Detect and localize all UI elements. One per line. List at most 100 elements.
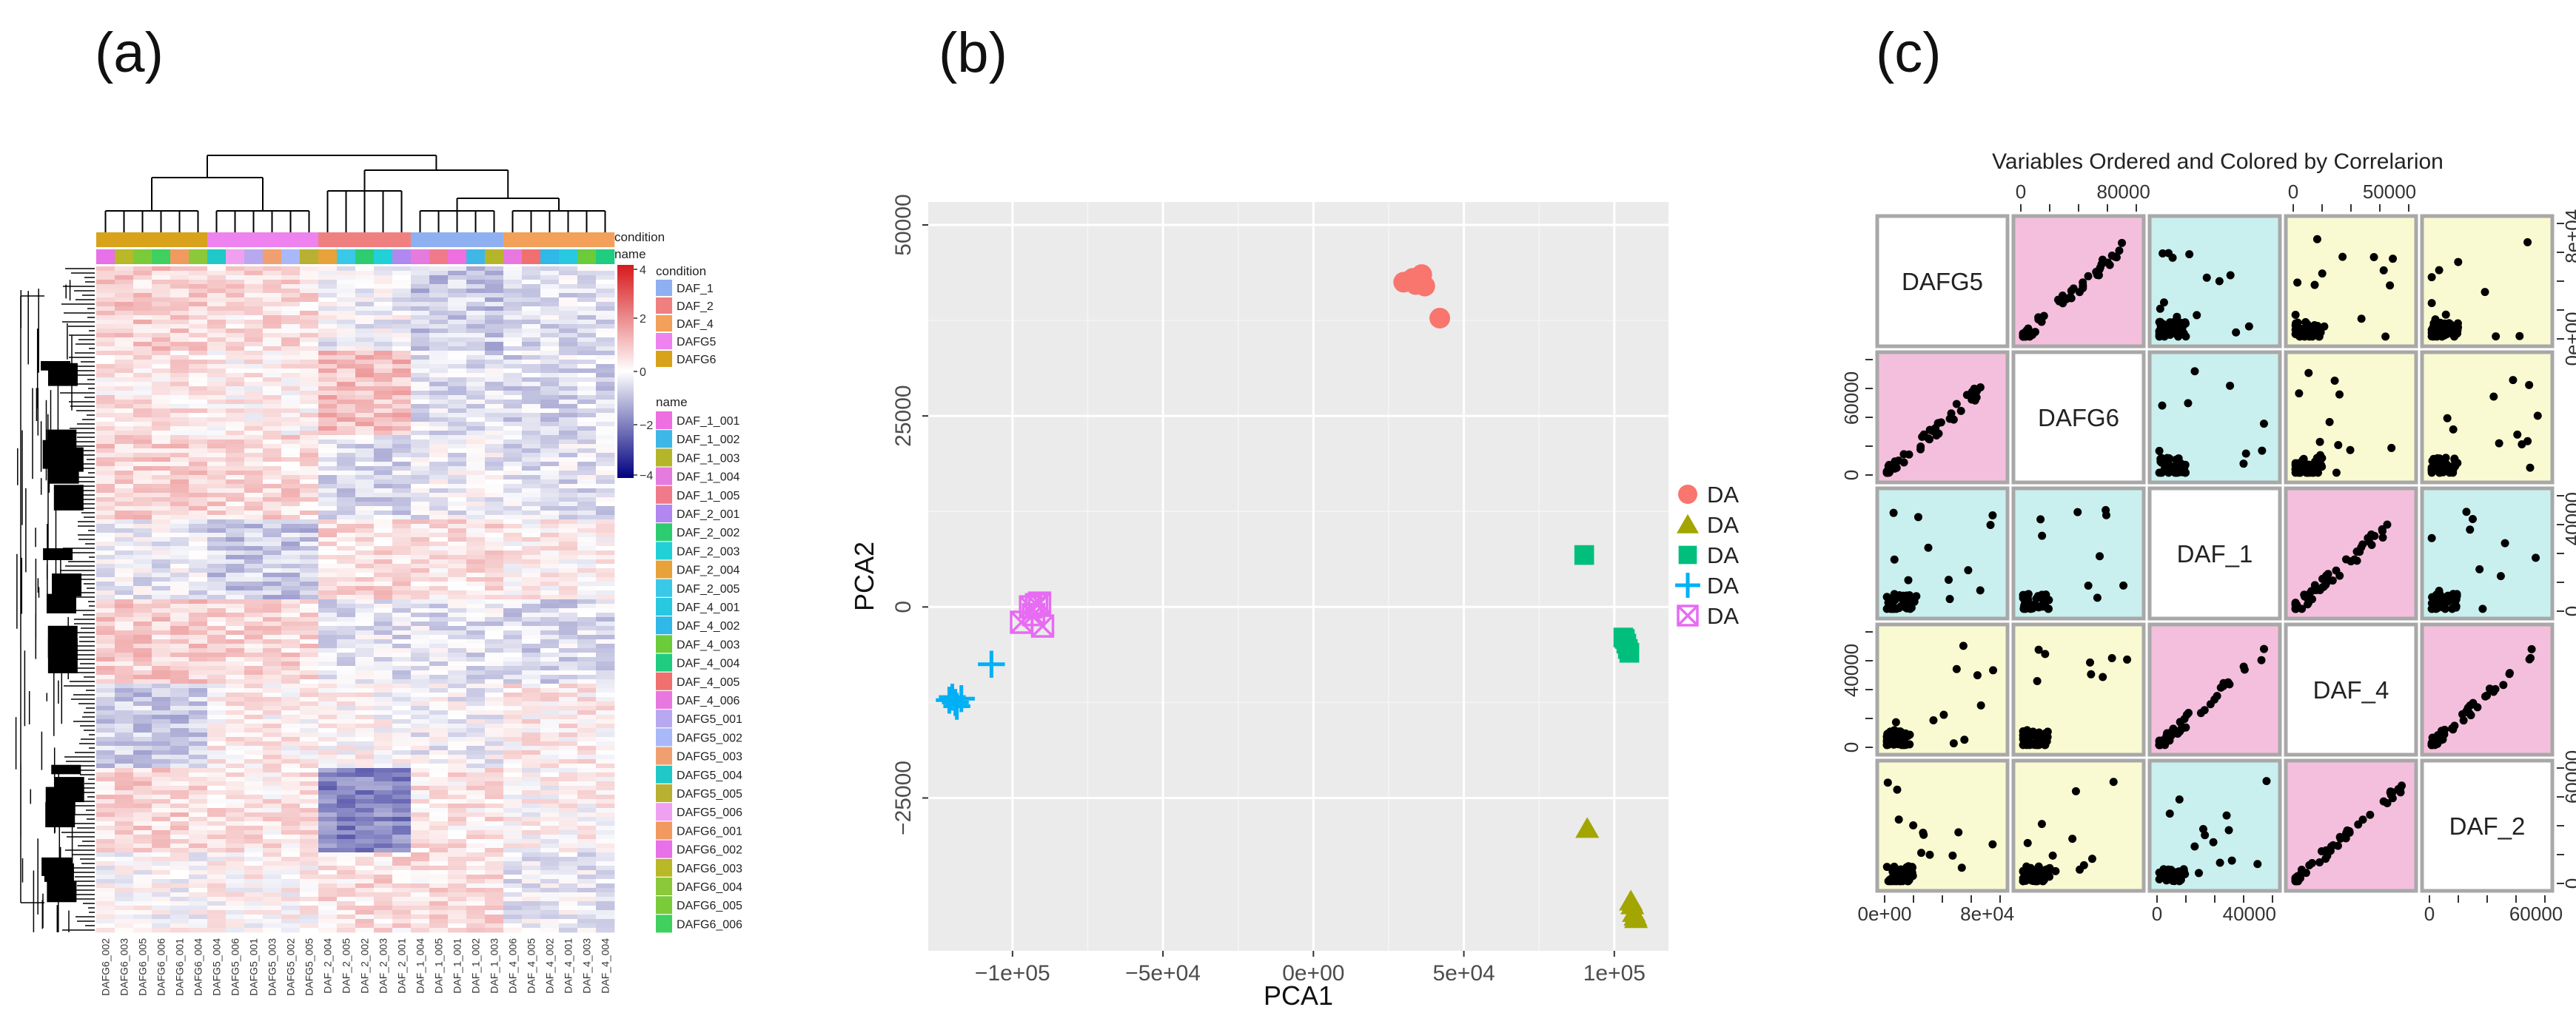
heatmap-cell (300, 555, 319, 560)
heatmap-cell (244, 524, 264, 529)
heatmap-cell (355, 444, 375, 449)
heatmap-cell (170, 710, 189, 715)
heatmap-cell (540, 644, 560, 649)
heatmap-cell (337, 386, 356, 391)
heatmap-cell (485, 821, 504, 826)
matrix-point (2193, 311, 2201, 320)
heatmap-cell (485, 333, 504, 338)
heatmap-cell (207, 342, 227, 347)
heatmap-cell (300, 395, 319, 400)
heatmap-cell (448, 830, 467, 835)
heatmap-cell (429, 568, 449, 573)
heatmap-cell (503, 342, 523, 347)
heatmap-cell (392, 728, 412, 733)
heatmap-cell (318, 706, 338, 711)
heatmap-cell (281, 373, 301, 378)
heatmap-cell (244, 870, 264, 875)
heatmap-cell (411, 573, 430, 578)
heatmap-cell (374, 661, 393, 667)
heatmap-cell (226, 559, 245, 565)
heatmap-cell (466, 670, 486, 676)
heatmap-cell (485, 883, 504, 889)
heatmap-cell (411, 866, 430, 871)
matrix-point (2158, 401, 2167, 410)
heatmap-cell (503, 582, 523, 587)
heatmap-cell (577, 435, 597, 440)
heatmap-cell (318, 639, 338, 644)
heatmap-cell (115, 768, 134, 773)
heatmap-cell (300, 360, 319, 365)
heatmap-cell (207, 550, 227, 556)
heatmap-cell (392, 528, 412, 533)
heatmap-cell (485, 426, 504, 431)
heatmap-cell (559, 657, 578, 662)
heatmap-cell (429, 564, 449, 569)
matrix-point (2525, 380, 2534, 389)
heatmap-cell (540, 355, 560, 360)
heatmap-cell (300, 284, 319, 289)
heatmap-cell (115, 639, 134, 644)
heatmap-cell (559, 861, 578, 866)
heatmap-cell (207, 728, 227, 733)
heatmap-cell (96, 653, 115, 658)
heatmap-cell (207, 311, 227, 316)
heatmap-cell (355, 524, 375, 529)
heatmap-cell (133, 329, 152, 334)
heatmap-cell (540, 404, 560, 409)
heatmap-cell (485, 346, 504, 351)
heatmap-cell (281, 657, 301, 662)
heatmap-cell (207, 635, 227, 640)
heatmap-cell (411, 275, 430, 280)
heatmap-cell (429, 342, 449, 347)
heatmap-cell (540, 928, 560, 933)
heatmap-cell (577, 750, 597, 755)
heatmap-cell (559, 395, 578, 400)
heatmap-cell (355, 448, 375, 454)
heatmap-cell (429, 759, 449, 764)
heatmap-cell (411, 333, 430, 338)
heatmap-cell (281, 311, 301, 316)
heatmap-cell (318, 302, 338, 307)
heatmap-cell (577, 377, 597, 383)
heatmap-cell (429, 506, 449, 511)
heatmap-cell (318, 324, 338, 329)
heatmap-cell (133, 768, 152, 773)
heatmap-cell (559, 573, 578, 578)
heatmap-cell (226, 746, 245, 751)
heatmap-cell (466, 435, 486, 440)
heatmap-cell (115, 799, 134, 804)
heatmap-cell (244, 293, 264, 298)
heatmap-cell (152, 440, 171, 445)
heatmap-cell (263, 919, 282, 924)
condition-annotation-cell (448, 232, 467, 247)
name-swatch (656, 672, 672, 690)
heatmap-cell (170, 817, 189, 822)
heatmap-cell (540, 550, 560, 556)
heatmap-cell (152, 333, 171, 338)
heatmap-cell (115, 626, 134, 631)
heatmap-cell (448, 657, 467, 662)
heatmap-cell (281, 724, 301, 729)
heatmap-cell (355, 595, 375, 600)
heatmap-cell (263, 781, 282, 787)
heatmap-cell (152, 542, 171, 547)
heatmap-cell (392, 675, 412, 680)
heatmap-cell (96, 693, 115, 698)
heatmap-cell (559, 284, 578, 289)
heatmap-cell (559, 821, 578, 826)
heatmap-cell (429, 497, 449, 502)
heatmap-cell (96, 635, 115, 640)
heatmap-cell (411, 431, 430, 436)
heatmap-cell (318, 484, 338, 489)
heatmap-cell (96, 337, 115, 343)
heatmap-cell (355, 724, 375, 729)
heatmap-cell (263, 471, 282, 476)
matrix-point (2302, 327, 2311, 336)
heatmap-cell (392, 302, 412, 307)
heatmap-cell (540, 511, 560, 516)
heatmap-cell (170, 386, 189, 391)
heatmap-cell (559, 653, 578, 658)
heatmap-cell (263, 280, 282, 285)
heatmap-cell (559, 404, 578, 409)
heatmap-cell (429, 644, 449, 649)
